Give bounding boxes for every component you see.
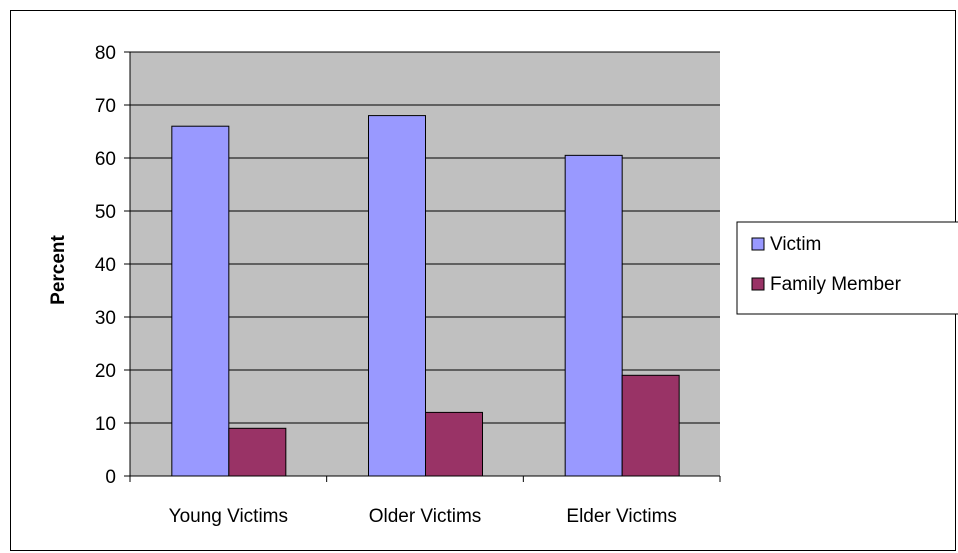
y-tick-label: 40 bbox=[95, 255, 116, 276]
category-label: Young Victims bbox=[169, 506, 288, 527]
category-label: Older Victims bbox=[369, 506, 482, 527]
bar-family-member bbox=[228, 427, 287, 477]
y-tick-label: 50 bbox=[95, 202, 116, 223]
legend: Victim Family Member bbox=[736, 221, 958, 315]
y-tick-label: 10 bbox=[95, 414, 116, 435]
y-tick-label: 0 bbox=[105, 467, 116, 488]
y-axis-label: Percent bbox=[48, 234, 69, 304]
legend-label: Victim bbox=[770, 234, 821, 255]
legend-swatch bbox=[751, 237, 765, 251]
y-tick-label: 20 bbox=[95, 361, 116, 382]
legend-swatch bbox=[751, 277, 765, 291]
y-tick-label: 30 bbox=[95, 308, 116, 329]
bar-family-member bbox=[621, 374, 680, 477]
category-label: Elder Victims bbox=[566, 506, 677, 527]
axes bbox=[124, 51, 721, 482]
bars bbox=[171, 115, 680, 477]
y-tick-label: 60 bbox=[95, 149, 116, 170]
bar-victim bbox=[564, 154, 623, 477]
legend-box bbox=[736, 221, 958, 315]
y-tick-labels: 0 10 20 30 40 50 60 70 80 bbox=[95, 43, 116, 488]
x-tick-labels: Young Victims Older Victims Elder Victims bbox=[169, 506, 677, 527]
bar-family-member bbox=[425, 411, 483, 477]
bar-victim bbox=[368, 115, 426, 477]
legend-label: Family Member bbox=[770, 274, 902, 295]
y-tick-label: 70 bbox=[95, 96, 116, 117]
bar-victim bbox=[171, 125, 230, 477]
y-tick-label: 80 bbox=[95, 43, 116, 64]
